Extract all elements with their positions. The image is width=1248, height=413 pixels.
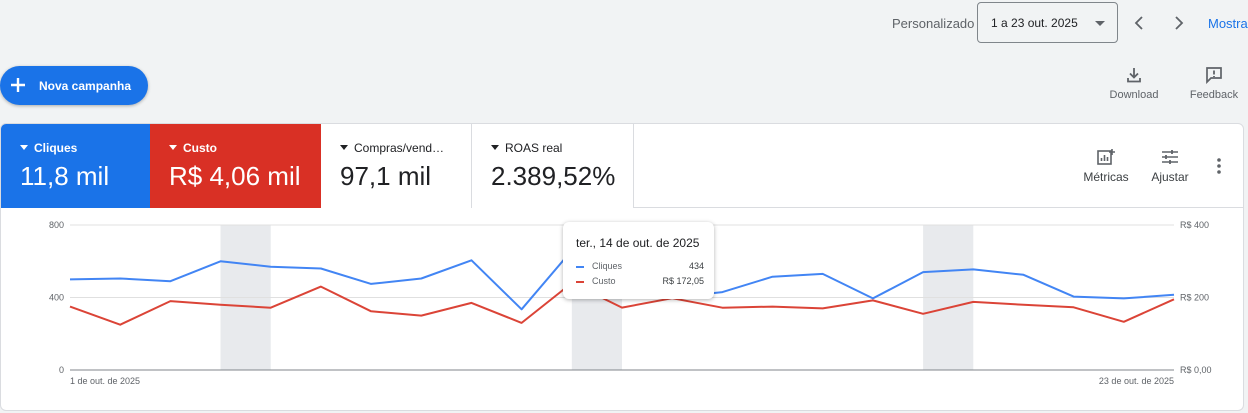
metrics-label: Métricas <box>1083 170 1129 184</box>
date-range-select[interactable]: 1 a 23 out. 2025 <box>977 2 1118 43</box>
metric-tile-cost[interactable]: Custo R$ 4,06 mil <box>150 124 321 208</box>
tune-icon <box>1162 150 1178 164</box>
y-tick-label-left: 400 <box>49 293 64 303</box>
series-line-custo <box>69 282 1175 326</box>
metrics-button[interactable]: Métricas <box>1079 148 1133 184</box>
y-tick-label-right: R$ 0,00 <box>1180 365 1212 375</box>
dropdown-caret-icon <box>491 145 499 150</box>
y-tick-label-right: R$ 200 <box>1180 293 1209 303</box>
metric-tile-title: Cliques <box>20 141 77 155</box>
y-tick-label-right: R$ 400 <box>1180 220 1209 230</box>
tooltip-title: ter., 14 de out. de 2025 <box>576 236 700 250</box>
metric-tile-value: 97,1 mil <box>340 161 432 191</box>
add-chart-icon <box>1097 149 1115 165</box>
adjust-button[interactable]: Ajustar <box>1145 148 1195 184</box>
metric-tile-roas[interactable]: ROAS real 2.389,52% <box>472 124 634 208</box>
download-label: Download <box>1109 89 1159 101</box>
dropdown-caret-icon <box>1095 21 1105 26</box>
download-button[interactable]: Download <box>1106 66 1162 101</box>
metric-tile-title: ROAS real <box>491 141 562 155</box>
dropdown-caret-icon <box>169 145 177 150</box>
tooltip-series-value: R$ 172,05 <box>662 276 704 286</box>
plus-icon <box>11 78 25 92</box>
date-toolbar: Personalizado 1 a 23 out. 2025 Mostra <box>0 0 1248 46</box>
metric-tile-value: R$ 4,06 mil <box>169 161 301 191</box>
chevron-right-icon <box>1175 16 1184 30</box>
date-range-value: 1 a 23 out. 2025 <box>991 16 1078 30</box>
more-options-button[interactable] <box>1209 156 1229 176</box>
metric-tile-value: 11,8 mil <box>20 161 110 191</box>
y-tick-label-left: 800 <box>49 220 64 230</box>
dropdown-caret-icon <box>340 145 348 150</box>
dropdown-caret-icon <box>20 145 28 150</box>
feedback-button[interactable]: Feedback <box>1186 66 1242 101</box>
show-link[interactable]: Mostra <box>1208 16 1248 31</box>
metric-tile-clicks[interactable]: Cliques 11,8 mil <box>1 124 150 208</box>
date-preset-label: Personalizado <box>892 16 975 31</box>
more-vert-icon <box>1217 158 1221 174</box>
tooltip-series-name: Custo <box>592 276 616 286</box>
next-period-button[interactable] <box>1168 12 1190 34</box>
legend-swatch <box>576 281 584 283</box>
x-tick-label-end: 23 de out. de 2025 <box>1099 376 1174 386</box>
feedback-icon <box>1206 67 1222 84</box>
metric-tile-title: Custo <box>169 141 217 155</box>
metric-tile-value: 2.389,52% <box>491 161 616 191</box>
chevron-left-icon <box>1134 16 1143 30</box>
adjust-label: Ajustar <box>1151 170 1189 184</box>
metric-tile-purchases[interactable]: Compras/vend… 97,1 mil <box>321 124 472 208</box>
metric-tiles: Cliques 11,8 mil Custo R$ 4,06 mil Compr… <box>1 124 1243 208</box>
x-tick-label-start: 1 de out. de 2025 <box>70 376 140 386</box>
legend-swatch <box>576 266 584 268</box>
new-campaign-button[interactable]: Nova campanha <box>0 66 148 105</box>
new-campaign-label: Nova campanha <box>39 79 132 93</box>
previous-period-button[interactable] <box>1128 12 1150 34</box>
download-icon <box>1127 68 1141 83</box>
metric-tile-title: Compras/vend… <box>340 141 444 155</box>
feedback-label: Feedback <box>1189 89 1239 101</box>
chart-tooltip: ter., 14 de out. de 2025 Cliques 434 Cus… <box>563 222 714 299</box>
y-tick-label-left: 0 <box>59 365 64 375</box>
tooltip-series-name: Cliques <box>592 261 623 271</box>
tooltip-series-value: 434 <box>688 261 704 271</box>
